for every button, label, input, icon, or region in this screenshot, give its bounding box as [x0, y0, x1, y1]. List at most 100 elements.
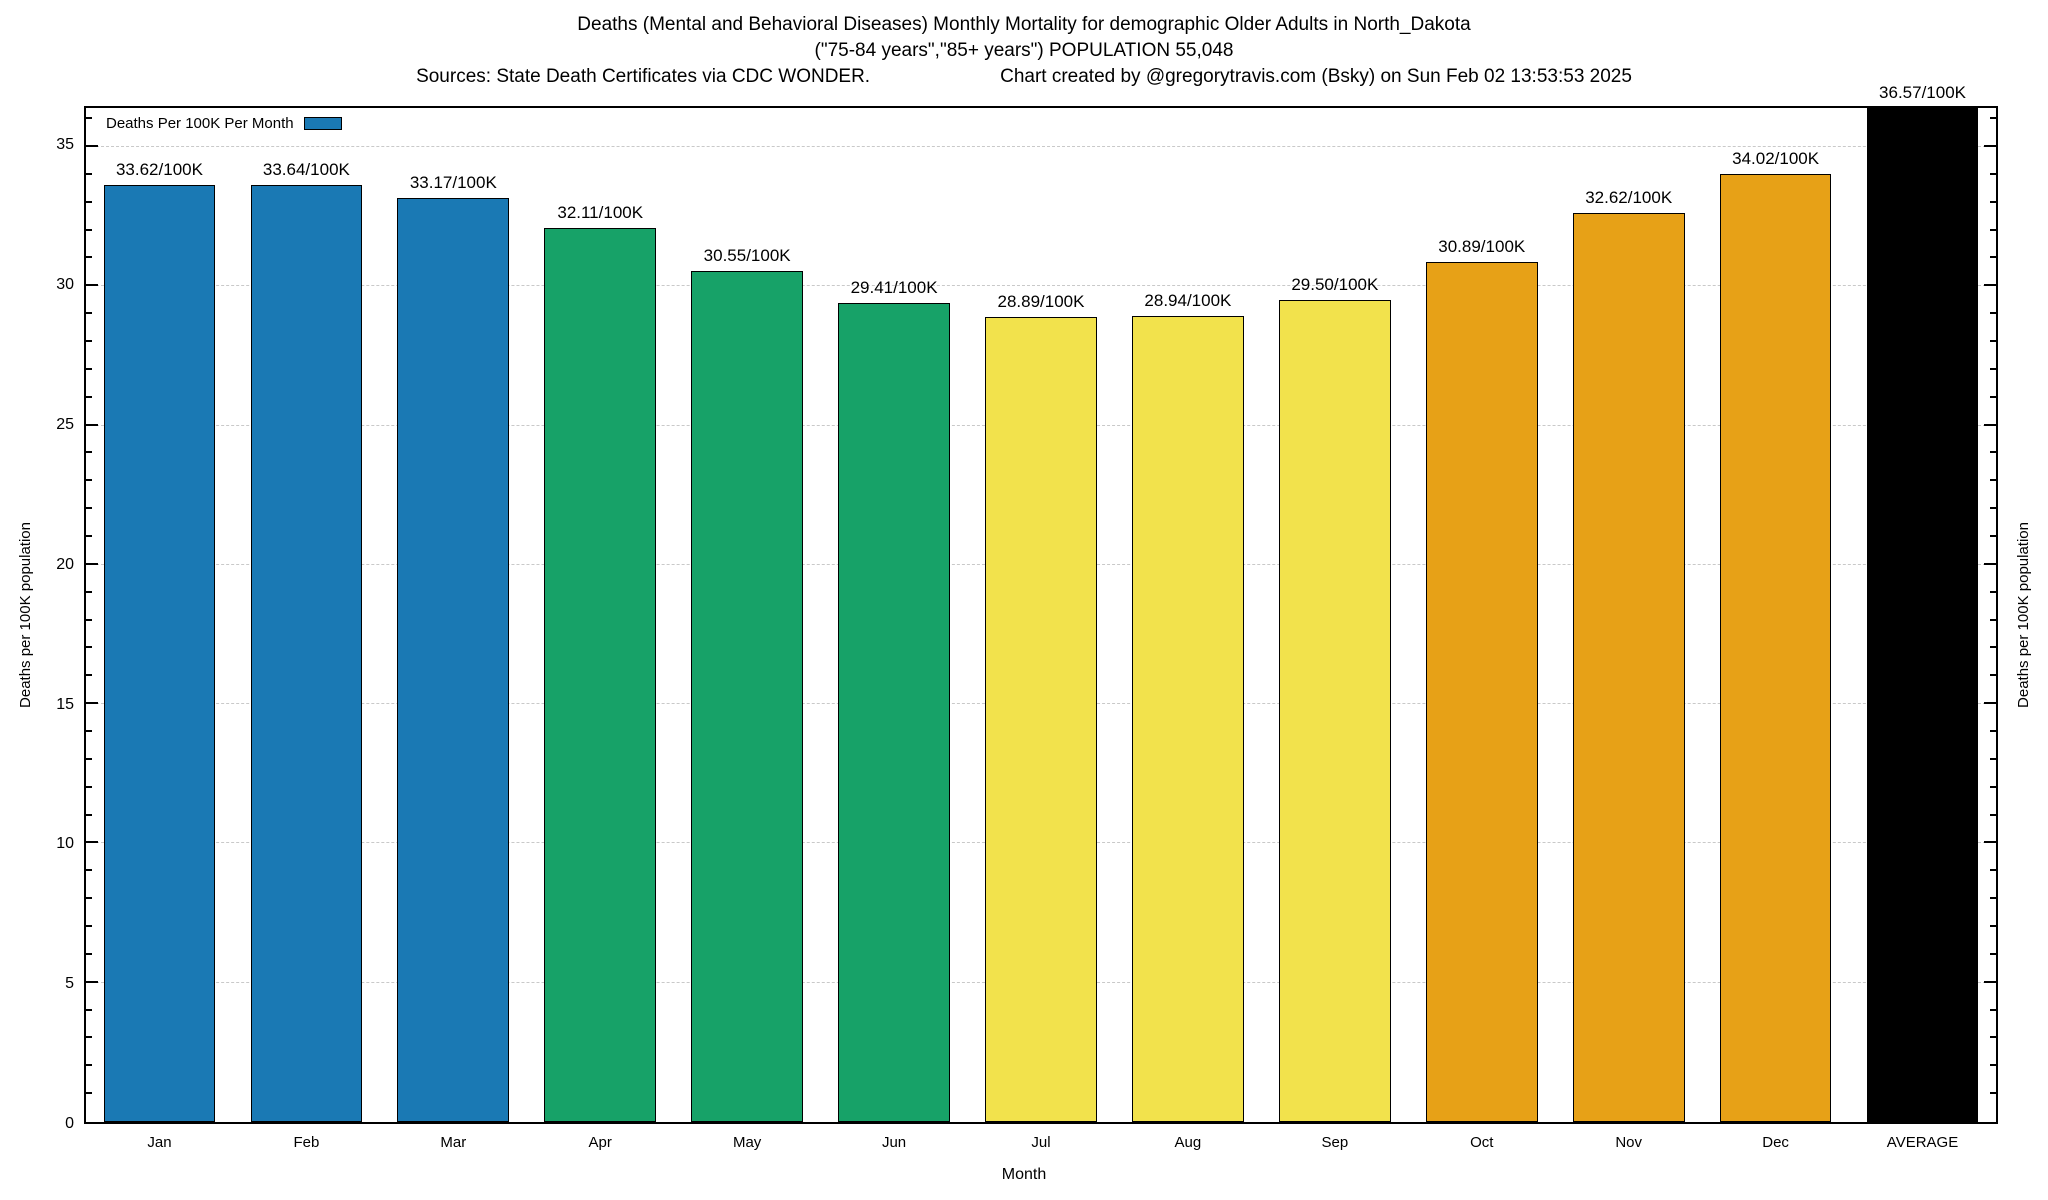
axis-tick [1990, 618, 1996, 621]
axis-tick [1990, 1036, 1996, 1039]
axis-tick [86, 869, 92, 872]
bar-jan: 33.62/100K [103, 160, 216, 1122]
bar-nov: 32.62/100K [1572, 188, 1685, 1122]
x-tick-label: Mar [440, 1134, 467, 1151]
bar-column-dec: 34.02/100K Dec [1702, 108, 1849, 1151]
bar-value-label: 33.64/100K [262, 159, 350, 179]
axis-tick [86, 730, 92, 732]
chart-title-line2: ("75-84 years","85+ years") POPULATION 5… [814, 40, 1234, 61]
axis-tick [1984, 145, 1996, 147]
y-tick-label: 15 [56, 695, 74, 713]
axis-tick [1990, 925, 1996, 927]
y-tick-label: 25 [56, 415, 74, 433]
axis-tick [1990, 674, 1996, 677]
bar-value-label: 28.89/100K [997, 292, 1085, 312]
x-tick-label: Jan [147, 1134, 172, 1151]
axis-tick [1990, 200, 1996, 203]
bar-column-jan: 33.62/100K Jan [86, 108, 233, 1151]
bar-value-label: 34.02/100K [1732, 149, 1820, 169]
axis-tick [86, 1092, 92, 1095]
axis-tick [86, 1064, 92, 1067]
axis-tick [1990, 730, 1996, 732]
bar-value-label: 32.11/100K [557, 202, 644, 222]
axis-tick [86, 980, 98, 983]
y-tick-label: 30 [56, 276, 74, 293]
axis-tick [86, 312, 92, 315]
axis-tick [1990, 590, 1996, 593]
axis-tick [86, 340, 92, 342]
axis-tick [86, 395, 92, 398]
axis-tick [86, 145, 98, 147]
axis-tick [86, 479, 92, 482]
bar-value-label: 32.62/100K [1585, 188, 1673, 208]
axis-tick [86, 925, 92, 927]
gridline [86, 146, 1996, 147]
x-tick-label: Oct [1470, 1134, 1494, 1151]
axis-tick [86, 256, 92, 259]
axis-tick [1990, 1064, 1996, 1067]
axis-tick [86, 200, 92, 203]
axis-tick [1990, 172, 1996, 175]
y-axis-title-right: Deaths per 100K population [2010, 106, 2036, 1124]
axis-tick [1984, 702, 1996, 705]
y-axis-title-left-text: Deaths per 100K population [16, 522, 34, 708]
axis-tick [1990, 228, 1996, 231]
chart-title-line1: Deaths (Mental and Behavioral Diseases) … [577, 14, 1471, 35]
axis-tick [1990, 312, 1996, 315]
chart-credit-text: Chart created by @gregorytravis.com (Bsk… [1000, 66, 1632, 87]
x-tick-label: May [732, 1134, 762, 1151]
axis-tick [1984, 423, 1996, 426]
bar-value-label: 30.89/100K [1438, 236, 1526, 256]
axis-tick [86, 1008, 92, 1011]
bar-column-oct: 30.89/100K Oct [1408, 108, 1555, 1151]
axis-tick [1990, 757, 1996, 760]
legend-label: Deaths Per 100K Per Month [106, 115, 294, 132]
bar-oct: 30.89/100K [1425, 237, 1538, 1122]
axis-tick [1990, 256, 1996, 259]
bar-value-label: 36.57/100K [1879, 83, 1966, 102]
axis-tick [86, 367, 92, 370]
axis-tick [86, 618, 92, 621]
y-tick-label: 5 [65, 975, 74, 993]
axis-tick [86, 228, 92, 231]
axis-tick [86, 897, 92, 900]
legend: Deaths Per 100K Per Month [106, 115, 342, 132]
axis-tick [1984, 841, 1996, 844]
x-tick-label: Dec [1762, 1134, 1789, 1151]
bar-column-apr: 32.11/100K Apr [527, 108, 674, 1151]
axis-tick [1990, 813, 1996, 816]
bar-column-average: 36.57/100K AVERAGE [1849, 83, 1996, 1151]
bar-dec: 34.02/100K [1719, 149, 1832, 1122]
bar-average: 36.57/100K [1866, 83, 1979, 1122]
axis-tick [1984, 562, 1996, 565]
bar-jul: 28.89/100K [985, 292, 1097, 1122]
bar-aug: 28.94/100K [1132, 291, 1244, 1122]
axis-tick [1990, 395, 1996, 398]
axis-tick [1990, 646, 1996, 649]
axis-tick [86, 785, 92, 788]
bar-value-label: 33.62/100K [115, 160, 203, 180]
axis-tick [86, 1036, 92, 1039]
bar-apr: 32.11/100K [544, 203, 657, 1122]
axis-tick [1990, 507, 1996, 510]
axis-tick [86, 841, 98, 844]
y-tick-label: 20 [56, 555, 74, 573]
axis-tick [1984, 284, 1996, 287]
axis-tick [1990, 451, 1996, 454]
x-tick-label: Nov [1615, 1134, 1643, 1151]
y-tick-label: 0 [65, 1115, 74, 1132]
x-tick-label: AVERAGE [1886, 1134, 1959, 1151]
y-tick-label: 10 [56, 835, 74, 853]
y-axis-title-left: Deaths per 100K population [12, 106, 38, 1124]
axis-tick [86, 674, 92, 677]
bar-column-jul: 28.89/100K Jul [968, 108, 1115, 1151]
chart-titles: Deaths (Mental and Behavioral Diseases) … [0, 0, 2048, 90]
axis-tick [86, 451, 92, 454]
bar-column-nov: 32.62/100K Nov [1555, 108, 1702, 1151]
bar-sep: 29.50/100K [1279, 275, 1391, 1122]
axis-tick [86, 507, 92, 510]
axis-tick [86, 590, 92, 593]
chart-title-line3: Sources: State Death Certificates via CD… [0, 64, 2048, 90]
bar-jun: 29.41/100K [838, 278, 950, 1122]
